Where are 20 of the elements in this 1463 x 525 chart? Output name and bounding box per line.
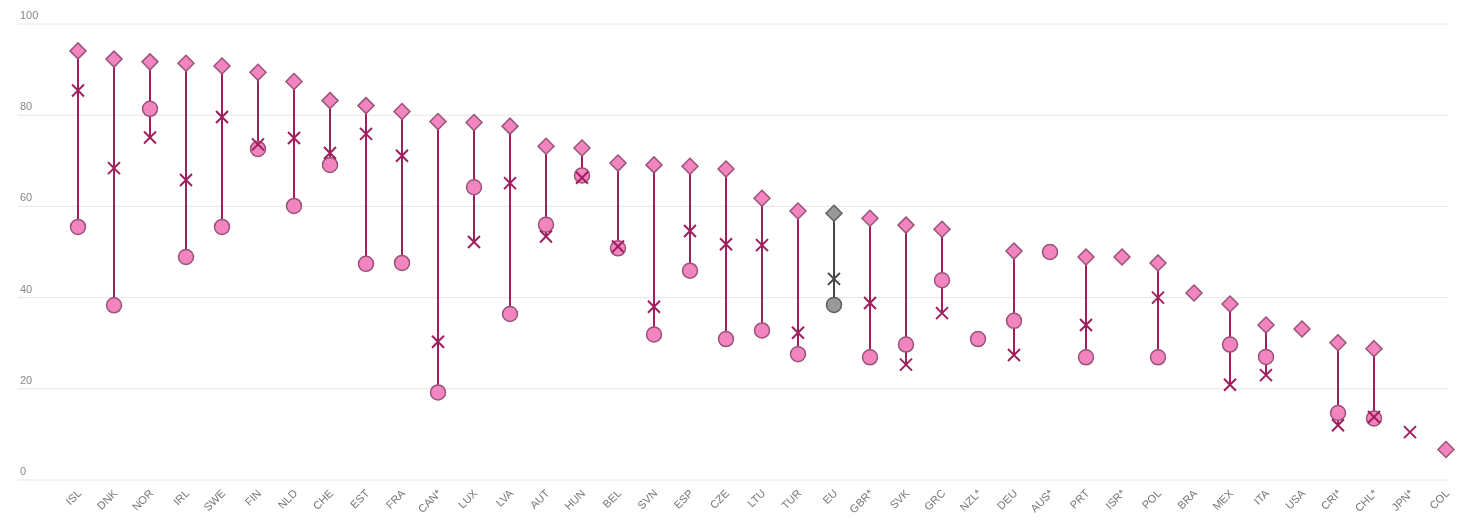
x-tick-label: COL — [1426, 486, 1452, 512]
x-tick-label: BEL — [600, 486, 624, 511]
x-tick-label: POL — [1139, 486, 1164, 511]
y-tick-label: 20 — [20, 373, 33, 386]
x-tick-label: EU — [820, 486, 840, 507]
x-tick-label: IRL — [170, 486, 192, 508]
y-tick-label: 80 — [20, 100, 33, 113]
x-tick-label: ISL — [63, 486, 84, 508]
x-tick-label: FIN — [242, 486, 264, 508]
x-tick-label: TUR — [778, 486, 804, 512]
y-tick-label: 40 — [20, 282, 33, 295]
x-tick-label: LVA — [493, 486, 516, 509]
y-tick-label: 60 — [20, 191, 33, 204]
x-tick-label: ITA — [1251, 486, 1272, 507]
x-tick-label: USA — [1282, 486, 1308, 512]
y-tick-label: 100 — [20, 9, 39, 21]
y-tick-label: 0 — [20, 465, 27, 477]
x-tick-label: FRA — [383, 486, 408, 511]
x-tick-label: BRA — [1174, 486, 1200, 512]
x-tick-label: LTU — [744, 486, 768, 510]
